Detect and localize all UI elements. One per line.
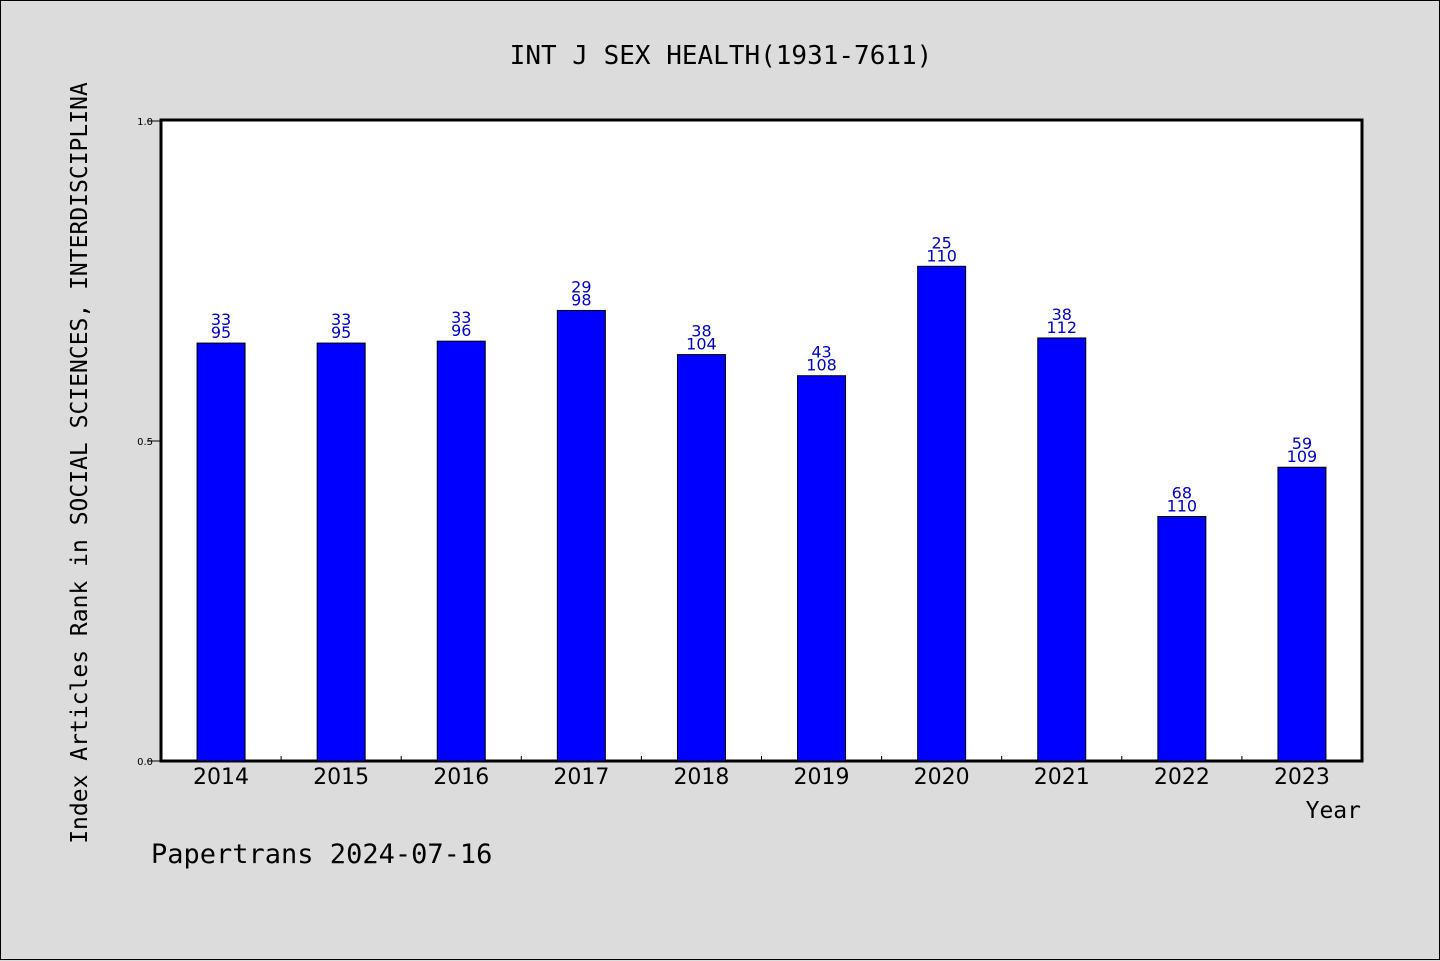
y-tick-label: 1.0 <box>137 117 153 128</box>
data-label-top-2017: 29 <box>571 277 591 296</box>
x-tick-label-2019: 2019 <box>794 765 850 790</box>
data-label-top-2021: 38 <box>1052 305 1072 324</box>
bar-2016 <box>436 340 486 762</box>
data-label-bottom-2022: 110 <box>1167 497 1198 516</box>
data-label-top-2023: 59 <box>1292 434 1312 453</box>
x-tick-label-2023: 2023 <box>1274 765 1330 790</box>
bar-2014 <box>196 342 246 762</box>
x-tick-label-2021: 2021 <box>1034 765 1090 790</box>
x-tick-label-2015: 2015 <box>313 765 369 790</box>
data-label-bottom-2017: 98 <box>571 290 591 309</box>
data-label-top-2020: 25 <box>931 233 951 252</box>
x-axis-label: Year <box>1306 798 1361 824</box>
x-tick-label-2016: 2016 <box>433 765 489 790</box>
data-label-top-2014: 33 <box>211 310 231 329</box>
bar-2023 <box>1277 466 1327 762</box>
x-tick-label-2014: 2014 <box>193 765 249 790</box>
y-axis-label: Index Articles Rank in SOCIAL SCIENCES, … <box>67 82 93 844</box>
data-label-top-2022: 68 <box>1172 484 1192 503</box>
data-label-top-2015: 33 <box>331 310 351 329</box>
x-tick-label-2018: 2018 <box>673 765 729 790</box>
bar-2019 <box>797 375 847 762</box>
data-label-top-2018: 38 <box>691 322 711 341</box>
y-tick-label: 0.5 <box>137 437 153 448</box>
x-tick-label-2020: 2020 <box>914 765 970 790</box>
y-tick-label: 0.0 <box>137 757 153 768</box>
data-label-bottom-2016: 96 <box>451 321 471 340</box>
chart-title: INT J SEX HEALTH(1931-7611) <box>510 41 933 71</box>
footer-text: Papertrans 2024-07-16 <box>151 839 492 870</box>
data-label-top-2019: 43 <box>811 343 831 362</box>
data-label-bottom-2020: 110 <box>926 246 957 265</box>
data-label-bottom-2015: 95 <box>331 323 351 342</box>
data-label-top-2016: 33 <box>451 308 471 327</box>
bar-2022 <box>1157 516 1207 762</box>
axis-layer: 2014 2015 2016 2017 2018 2019 2020 2021 2022 2023… <box>137 117 1330 790</box>
x-tick-label-2022: 2022 <box>1154 765 1210 790</box>
data-label-bottom-2021: 112 <box>1046 318 1077 337</box>
bar-2018 <box>676 354 726 762</box>
bar-2020 <box>917 265 967 762</box>
data-label-bottom-2023: 109 <box>1287 447 1318 466</box>
x-tick-label-2017: 2017 <box>553 765 609 790</box>
bar-2021 <box>1037 337 1087 762</box>
data-label-bottom-2018: 104 <box>686 335 717 354</box>
data-label-bottom-2014: 95 <box>211 323 231 342</box>
bar-2017 <box>556 309 606 762</box>
bar-2015 <box>316 342 366 762</box>
data-label-bottom-2019: 108 <box>806 356 837 375</box>
